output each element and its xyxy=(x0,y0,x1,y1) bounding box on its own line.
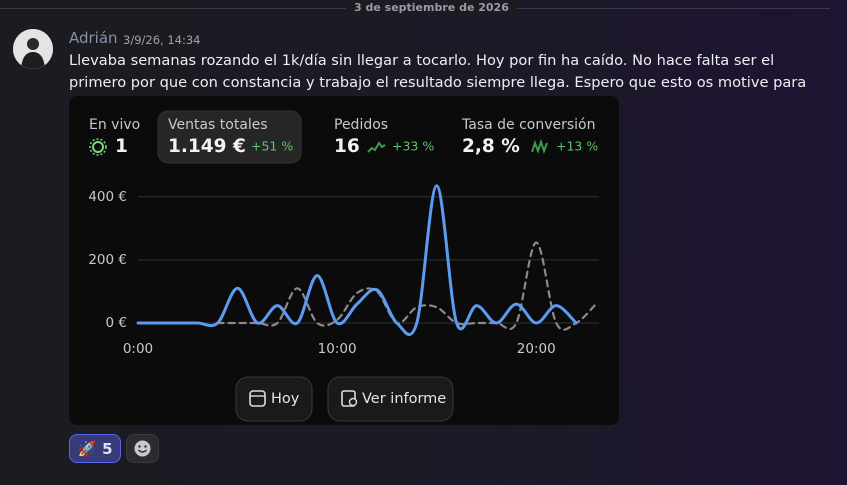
sparkline-icon xyxy=(531,138,548,154)
author[interactable]: Adrián xyxy=(69,29,118,47)
button-bg xyxy=(327,376,454,422)
live-icon xyxy=(92,141,104,153)
stat-label: Pedidos xyxy=(334,117,388,133)
live-icon-ring xyxy=(89,138,107,156)
message-text: Llevaba semanas rozando el 1k/día sin ll… xyxy=(69,52,807,113)
reaction-count: 5 xyxy=(102,439,113,458)
x-tick-label: 20:00 xyxy=(517,341,556,357)
reaction[interactable]: 🚀 5 xyxy=(69,434,121,463)
reaction-emoji: 🚀 xyxy=(77,439,97,458)
date-divider: 3 de septiembre de 2026 xyxy=(346,0,517,16)
series-line xyxy=(136,184,578,337)
stat-change: +13 % xyxy=(556,139,598,154)
stats-card: En vivo 1 Ventas totales 1.149 € +51 % Pedido… xyxy=(88,110,599,422)
stat-highlight xyxy=(157,110,302,164)
report-icon xyxy=(348,397,358,407)
series-line xyxy=(216,241,598,331)
add-reaction[interactable] xyxy=(126,434,159,463)
stat-label: En vivo xyxy=(89,117,140,133)
add-reaction-icon xyxy=(134,440,151,457)
y-tick-label: 400 € xyxy=(88,189,127,205)
sparkline-icon xyxy=(367,141,386,153)
y-tick-label: 0 € xyxy=(106,315,127,331)
stat-value: 2,8 % xyxy=(462,136,520,157)
stat-label: Tasa de conversión xyxy=(461,117,596,133)
button-bg xyxy=(235,376,313,422)
calendar-icon xyxy=(249,390,266,407)
x-tick-label: 10:00 xyxy=(318,341,357,357)
timestamp: 3/9/26, 14:34 xyxy=(123,33,201,47)
stat-change: +33 % xyxy=(392,139,434,154)
button-label: Ver informe xyxy=(362,391,446,407)
button[interactable] xyxy=(235,376,313,422)
button-label: Hoy xyxy=(271,391,300,407)
stat-label: Ventas totales xyxy=(168,117,268,133)
stat-change: +51 % xyxy=(251,139,293,154)
y-tick-label: 200 € xyxy=(88,252,127,268)
stat-value: 1.149 € xyxy=(168,136,246,157)
button[interactable] xyxy=(327,376,454,422)
x-tick-label: 0:00 xyxy=(123,341,153,357)
avatar-image xyxy=(13,29,53,69)
stat-value: 16 xyxy=(334,136,360,157)
embed-image[interactable]: En vivo 1 Ventas totales 1.149 € +51 % Pedido… xyxy=(69,96,619,425)
avatar[interactable] xyxy=(13,29,53,69)
stat-value: 1 xyxy=(115,136,128,157)
